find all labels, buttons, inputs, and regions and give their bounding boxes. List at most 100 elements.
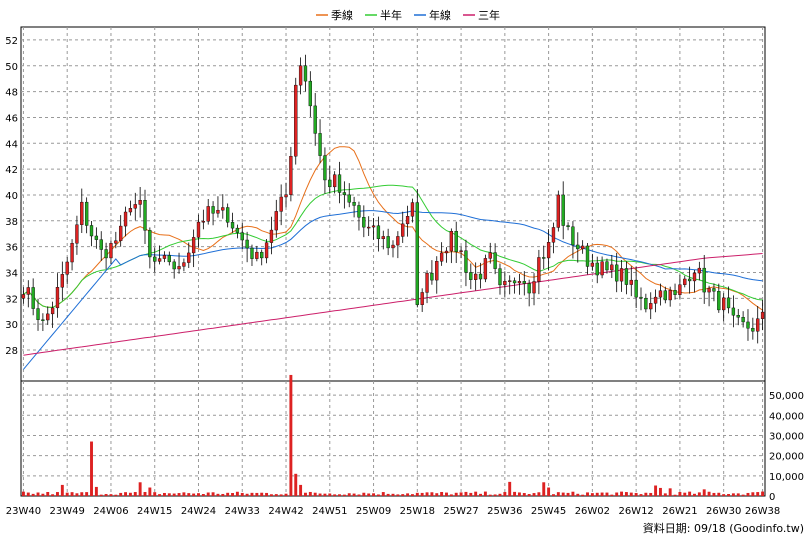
candle-body — [736, 315, 740, 318]
volume-bar — [36, 492, 40, 496]
volume-bar — [406, 493, 410, 496]
candle-body — [342, 192, 347, 196]
candle-body — [367, 226, 371, 229]
volume-bar — [644, 492, 648, 496]
candle-body — [576, 244, 580, 250]
candle-body — [391, 244, 395, 249]
candle-body — [26, 287, 30, 295]
candle-body — [216, 209, 220, 214]
candle-body — [658, 290, 663, 298]
candle-body — [94, 235, 99, 240]
candle-body — [712, 288, 716, 292]
volume-bar — [80, 492, 84, 496]
x-tick-label: 24W06 — [93, 506, 128, 517]
volume-bar — [741, 494, 745, 496]
x-tick-label: 23W49 — [50, 506, 85, 517]
volume-bar — [372, 493, 376, 496]
volume-bar — [683, 492, 687, 496]
volume-bar — [187, 493, 191, 496]
candle-body — [590, 262, 595, 267]
volume-bar — [260, 492, 264, 496]
price-tick-label: 38 — [5, 217, 18, 228]
volume-bar — [537, 492, 541, 496]
volume-bar — [386, 493, 390, 496]
x-tick-label: 24W24 — [181, 506, 216, 517]
volume-bar — [479, 493, 482, 496]
candle-body — [143, 200, 147, 231]
candle-body — [274, 211, 278, 231]
candle-body — [148, 230, 152, 258]
x-tick-label: 25W18 — [400, 506, 435, 517]
x-tick-label: 26W02 — [575, 506, 610, 517]
volume-bar — [527, 494, 531, 496]
candle-body — [717, 291, 721, 311]
volume-bar — [697, 492, 701, 496]
x-tick-label: 25W36 — [487, 506, 522, 517]
volume-bar — [31, 493, 35, 496]
volume-axis: 0 10,000 20,000 30,000 40,000 50,000 — [769, 391, 804, 503]
volume-bar — [415, 492, 419, 496]
ma-line-三年 — [23, 253, 763, 356]
candle-body — [298, 65, 303, 86]
volume-frame — [20, 380, 766, 497]
volume-bar — [396, 494, 400, 496]
volume-bar — [547, 487, 551, 496]
candle-body — [376, 225, 381, 240]
volume-bar — [576, 493, 580, 496]
candle-body — [600, 261, 604, 276]
candle-body — [177, 266, 181, 270]
candle-body — [629, 279, 633, 285]
volume-bar — [245, 493, 249, 496]
volume-bar — [590, 493, 594, 496]
volume-bar — [70, 492, 74, 496]
volume-bar — [410, 494, 414, 496]
price-panel: 28 30 32 34 36 38 40 42 44 46 48 50 52 — [5, 26, 766, 382]
volume-bar — [119, 492, 123, 496]
volume-bar — [401, 494, 405, 496]
volume-bar — [318, 493, 322, 496]
volume-bar — [420, 492, 424, 496]
volume-bar — [440, 491, 444, 496]
volume-bar — [469, 492, 473, 496]
volume-bar — [522, 493, 526, 496]
price-tick-label: 48 — [5, 88, 18, 99]
candle-body — [610, 264, 614, 271]
volume-grid — [21, 381, 765, 496]
volume-tick-label: 0 — [769, 492, 775, 503]
candle-body — [508, 280, 512, 282]
candle-body — [191, 237, 196, 254]
volume-bar — [172, 493, 176, 496]
volume-tick-label: 30,000 — [769, 431, 804, 442]
data-date-footer: 資料日期: 09/18 (Goodinfo.tw) — [643, 521, 804, 535]
volume-bar — [658, 487, 662, 496]
legend-label: 三年 — [478, 8, 500, 22]
candle-body — [459, 250, 463, 252]
volume-bar — [435, 493, 439, 496]
candle-body — [226, 207, 230, 223]
x-tick-label: 24W33 — [225, 506, 260, 517]
candle-body — [65, 261, 69, 275]
volume-bar — [158, 494, 162, 496]
volume-bar — [143, 491, 147, 496]
volume-bar — [124, 492, 128, 496]
candle-body — [162, 255, 167, 259]
volume-bar — [702, 489, 706, 496]
volume-bar — [265, 492, 269, 496]
x-tick-label: 25W45 — [531, 506, 566, 517]
candle-body — [464, 250, 468, 273]
x-tick-label: 23W40 — [6, 506, 41, 517]
candle-body — [527, 283, 531, 294]
volume-bar — [649, 492, 653, 496]
candle-body — [328, 179, 332, 188]
candle-body — [31, 287, 35, 309]
x-tick-label: 26W21 — [662, 506, 697, 517]
price-tick-label: 40 — [5, 191, 18, 202]
candle-body — [444, 250, 449, 254]
price-tick-label: 28 — [5, 346, 18, 357]
candle-body — [70, 243, 74, 263]
volume-bar — [323, 493, 327, 496]
candle-body — [187, 252, 191, 263]
price-frame — [20, 26, 766, 382]
volume-bar — [65, 492, 69, 496]
candle-body — [449, 231, 454, 252]
